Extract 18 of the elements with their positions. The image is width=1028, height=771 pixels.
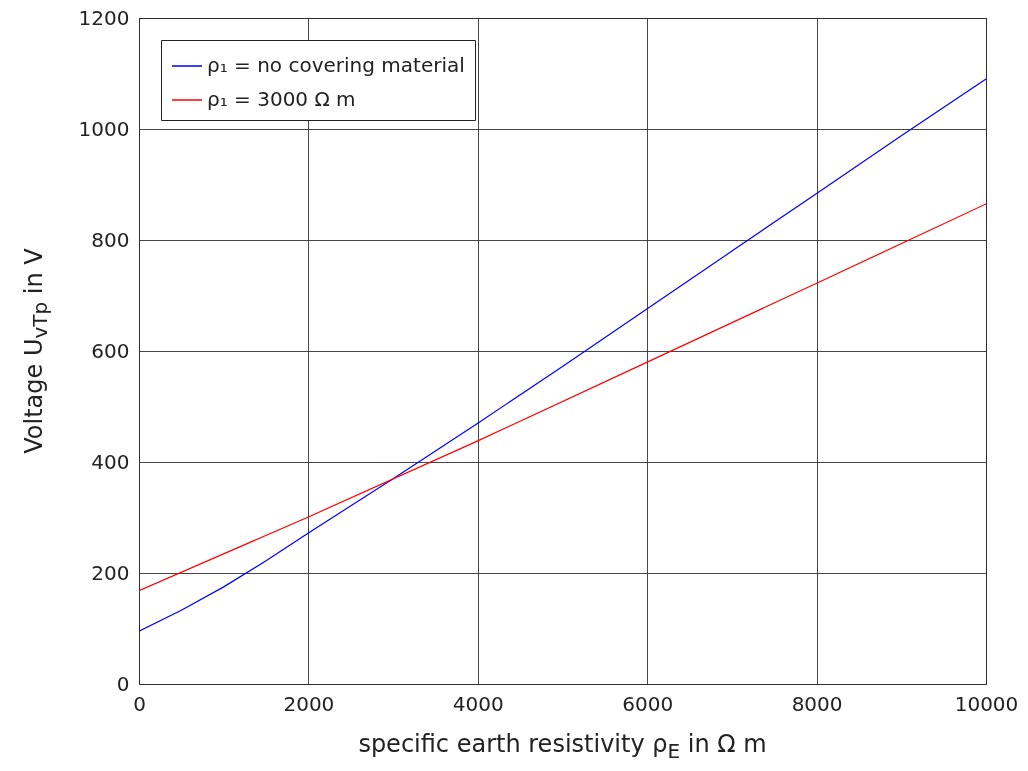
- y-tick-label: 1000: [78, 116, 130, 141]
- x-tick-label: 4000: [452, 691, 504, 716]
- x-tick-label: 0: [133, 691, 146, 716]
- x-tick-label: 2000: [283, 691, 335, 716]
- legend-label: ρ₁ = no covering material: [207, 53, 465, 77]
- x-tick-label: 6000: [622, 691, 674, 716]
- x-tick-label: 8000: [791, 691, 843, 716]
- y-tick-label: 0: [116, 671, 130, 696]
- y-tick-label: 400: [91, 449, 130, 474]
- y-tick-label: 200: [91, 560, 130, 585]
- line-series: [139, 203, 986, 592]
- legend-label: ρ₁ = 3000 Ω m: [207, 87, 356, 111]
- line-series: [139, 78, 986, 632]
- x-axis-title: specific earth resistivity ρ$_{E}$ in Ω m: [357, 730, 768, 763]
- y-tick-label: 1200: [78, 5, 130, 30]
- y-tick-label: 600: [91, 338, 130, 363]
- y-tick-label: 800: [91, 227, 130, 252]
- x-tick-label: 10000: [954, 691, 1019, 716]
